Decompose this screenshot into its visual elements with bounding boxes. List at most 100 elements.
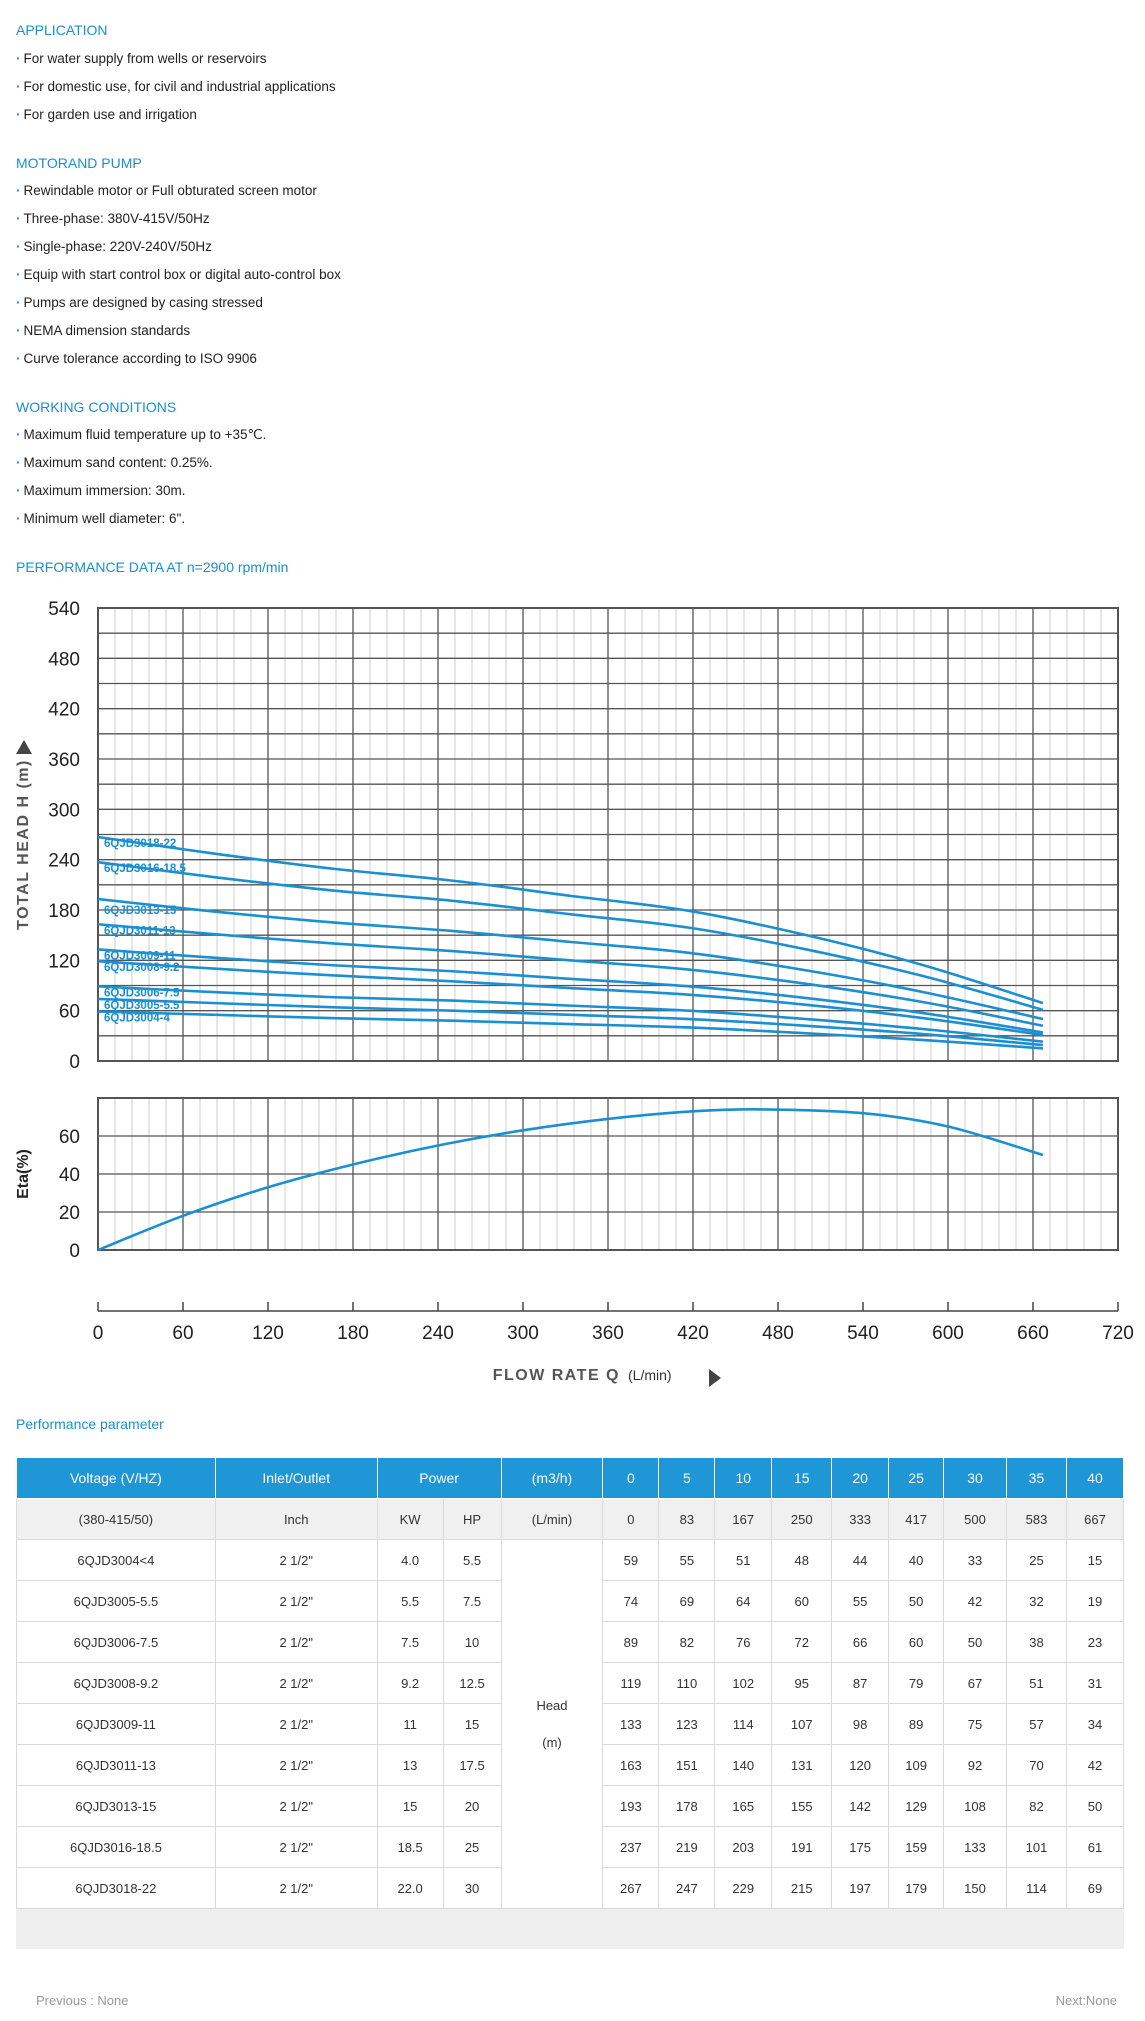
model-cell: 6QJD3006-7.5 bbox=[16, 1621, 216, 1663]
power-header: Power bbox=[376, 1457, 502, 1499]
head-curve-label: 6QJD3005-5.5 bbox=[104, 1000, 180, 1012]
head-cell: 114 bbox=[714, 1703, 773, 1745]
head-cell: 191 bbox=[771, 1826, 833, 1868]
model-cell: 6QJD3011-13 bbox=[16, 1744, 216, 1786]
head-cell: 247 bbox=[658, 1867, 716, 1909]
head-unit: (m) bbox=[542, 1735, 562, 1750]
flow-lmin: 583 bbox=[1006, 1498, 1067, 1540]
flow-lmin: 333 bbox=[831, 1498, 890, 1540]
inlet-cell: 2 1/2" bbox=[214, 1621, 378, 1663]
next-link[interactable]: Next:None bbox=[1055, 1993, 1117, 2008]
head-cell: 133 bbox=[602, 1703, 660, 1745]
flow-m3h-header: 25 bbox=[888, 1457, 945, 1499]
x-tick-label: 480 bbox=[762, 1323, 794, 1344]
hp-unit: HP bbox=[442, 1498, 502, 1540]
head-cell: 150 bbox=[943, 1867, 1007, 1909]
head-cell: 110 bbox=[658, 1662, 716, 1704]
head-cell: 142 bbox=[831, 1785, 890, 1827]
inlet-cell: 2 1/2" bbox=[214, 1785, 378, 1827]
hp-cell: 10 bbox=[442, 1621, 502, 1663]
head-cell: 42 bbox=[943, 1580, 1007, 1622]
head-curve-label: 6QJD3009-11 bbox=[104, 950, 176, 962]
head-cell: 193 bbox=[602, 1785, 660, 1827]
head-cell: 75 bbox=[943, 1703, 1007, 1745]
inlet-cell: 2 1/2" bbox=[214, 1867, 378, 1909]
head-cell: 129 bbox=[888, 1785, 945, 1827]
hp-cell: 12.5 bbox=[442, 1662, 502, 1704]
head-cell: 55 bbox=[658, 1539, 716, 1581]
head-cell: 19 bbox=[1065, 1580, 1125, 1622]
units-row: (380-415/50) Inch KW HP (L/min) 0 83 167… bbox=[16, 1498, 1125, 1540]
head-ytick-label: 540 bbox=[48, 599, 80, 620]
head-ytick-label: 180 bbox=[48, 901, 80, 922]
x-axis-label: FLOW RATE Q bbox=[493, 1367, 620, 1384]
hp-cell: 20 bbox=[442, 1785, 502, 1827]
head-cell: 92 bbox=[943, 1744, 1007, 1786]
head-cell: 59 bbox=[602, 1539, 660, 1581]
x-tick-label: 600 bbox=[932, 1323, 964, 1344]
motor-pump-item: Equip with start control box or digital … bbox=[16, 267, 341, 282]
eta-ytick-label: 60 bbox=[59, 1127, 80, 1148]
head-cell: 64 bbox=[714, 1580, 773, 1622]
model-cell: 6QJD3018-22 bbox=[16, 1867, 216, 1909]
kw-unit: KW bbox=[376, 1498, 444, 1540]
head-curve-label: 6QJD3004-4 bbox=[104, 1013, 170, 1025]
head-cell: 44 bbox=[831, 1539, 890, 1581]
application-item: For garden use and irrigation bbox=[16, 107, 197, 122]
eta-ylabel: Eta(%) bbox=[15, 1149, 32, 1199]
head-cell: 203 bbox=[714, 1826, 773, 1868]
inlet-cell: 2 1/2" bbox=[214, 1539, 378, 1581]
head-cell: 131 bbox=[771, 1744, 833, 1786]
head-frame bbox=[97, 607, 1119, 1062]
inlet-cell: 2 1/2" bbox=[214, 1826, 378, 1868]
head-cell: 107 bbox=[771, 1703, 833, 1745]
head-axis-arrow-icon bbox=[16, 740, 32, 754]
head-cell: 25 bbox=[1006, 1539, 1067, 1581]
flow-lmin: 167 bbox=[714, 1498, 773, 1540]
head-cell: 197 bbox=[831, 1867, 890, 1909]
head-curve bbox=[97, 997, 1044, 1047]
hp-cell: 25 bbox=[442, 1826, 502, 1868]
x-tick-label: 540 bbox=[847, 1323, 879, 1344]
head-curve bbox=[97, 985, 1044, 1043]
previous-link[interactable]: Previous : None bbox=[36, 1993, 129, 2008]
inlet-cell: 2 1/2" bbox=[214, 1703, 378, 1745]
x-tick-label: 60 bbox=[172, 1323, 193, 1344]
head-cell: 82 bbox=[658, 1621, 716, 1663]
application-title: APPLICATION bbox=[16, 22, 108, 38]
motor-pump-item: Single-phase: 220V-240V/50Hz bbox=[16, 239, 212, 254]
inlet-unit: Inch bbox=[214, 1498, 378, 1540]
head-cell: 89 bbox=[888, 1703, 945, 1745]
head-curve-label: 6QJD3016-18.5 bbox=[104, 863, 186, 875]
hp-cell: 30 bbox=[442, 1867, 502, 1909]
head-cell: 48 bbox=[771, 1539, 833, 1581]
application-item: For domestic use, for civil and industri… bbox=[16, 79, 336, 94]
head-ytick-label: 0 bbox=[69, 1052, 80, 1073]
eta-ytick-label: 20 bbox=[59, 1203, 80, 1224]
head-label-cell: Head (m) bbox=[500, 1539, 604, 1909]
head-cell: 119 bbox=[602, 1662, 660, 1704]
head-cell: 67 bbox=[943, 1662, 1007, 1704]
model-cell: 6QJD3004<4 bbox=[16, 1539, 216, 1581]
head-cell: 60 bbox=[888, 1621, 945, 1663]
working-condition-item: Maximum immersion: 30m. bbox=[16, 483, 186, 498]
head-cell: 114 bbox=[1006, 1867, 1067, 1909]
head-cell: 66 bbox=[831, 1621, 890, 1663]
head-cell: 179 bbox=[888, 1867, 945, 1909]
table-row: 6QJD3013-15 2 1/2" 15 20 193 178 165 155 142 129 1… bbox=[16, 1785, 1125, 1827]
head-cell: 79 bbox=[888, 1662, 945, 1704]
flow-lmin: 667 bbox=[1065, 1498, 1125, 1540]
inlet-cell: 2 1/2" bbox=[214, 1662, 378, 1704]
x-axis-unit: (L/min) bbox=[628, 1367, 672, 1383]
head-cell: 31 bbox=[1065, 1662, 1125, 1704]
head-cell: 140 bbox=[714, 1744, 773, 1786]
head-curve bbox=[97, 1010, 1044, 1050]
eta-curve bbox=[97, 1108, 1044, 1252]
working-condition-item: Maximum sand content: 0.25%. bbox=[16, 455, 213, 470]
x-tick-label: 180 bbox=[337, 1323, 369, 1344]
head-cell: 102 bbox=[714, 1662, 773, 1704]
working-condition-item: Maximum fluid temperature up to +35℃. bbox=[16, 427, 267, 443]
head-cell: 109 bbox=[888, 1744, 945, 1786]
head-cell: 69 bbox=[1065, 1867, 1125, 1909]
head-cell: 108 bbox=[943, 1785, 1007, 1827]
